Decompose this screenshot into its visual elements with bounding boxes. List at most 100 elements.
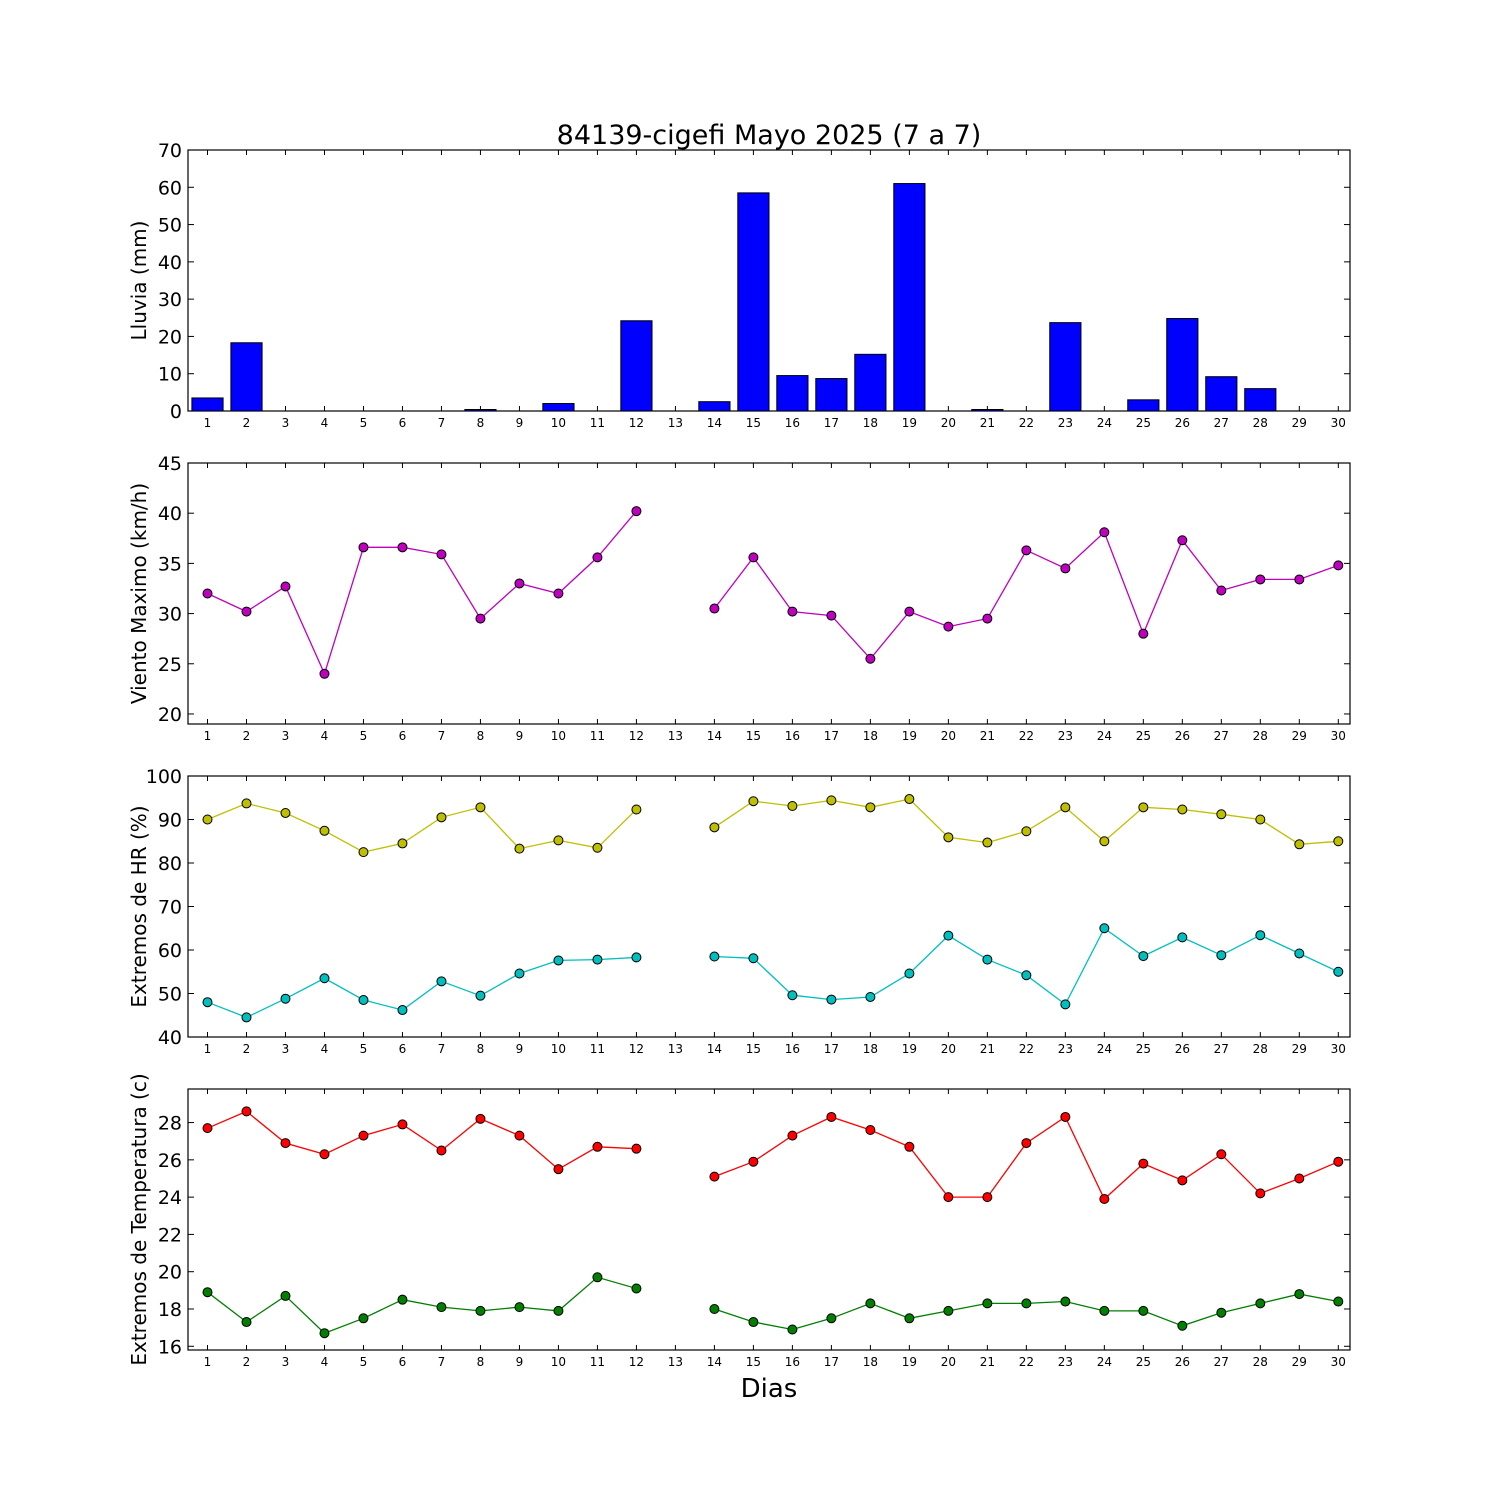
data-point [1099,1193,1110,1204]
y-tick-label: 16 [158,1336,182,1358]
x-axis-label: Dias [741,1374,798,1404]
data-point [904,1313,915,1324]
x-tick-label: 23 [1058,1355,1073,1369]
x-tick-label: 29 [1292,729,1307,743]
data-point [1177,535,1188,546]
x-tick-label: 14 [707,1042,722,1056]
y-tick-label: 60 [158,177,182,199]
x-tick-label: 12 [629,416,644,430]
y-tick-label: 20 [158,704,182,726]
data-point [826,994,837,1005]
x-tick-label: 17 [824,729,839,743]
bar [854,353,887,412]
x-tick-label: 11 [590,1355,605,1369]
plot-frame [187,1088,1351,1351]
data-point [397,1119,408,1130]
data-point [358,995,369,1006]
x-tick-label: 24 [1097,729,1112,743]
data-point [280,1138,291,1149]
x-tick-label: 23 [1058,729,1073,743]
data-point [319,1149,330,1160]
data-point [865,1125,876,1136]
x-tick-label: 8 [477,729,485,743]
data-point [514,1302,525,1313]
series-line [207,510,637,676]
data-point [943,832,954,843]
data-point [787,1130,798,1141]
data-point [943,1305,954,1316]
x-tick-label: 21 [980,416,995,430]
x-tick-label: 16 [785,1355,800,1369]
x-tick-label: 27 [1214,729,1229,743]
data-point [709,603,720,614]
x-tick-label: 15 [746,729,761,743]
x-tick-label: 2 [243,729,251,743]
x-tick-label: 28 [1253,416,1268,430]
x-tick-label: 19 [902,416,917,430]
x-tick-label: 8 [477,1042,485,1056]
data-point [904,968,915,979]
data-point [826,1313,837,1324]
data-point [592,552,603,563]
bar [191,397,224,412]
x-tick-label: 9 [516,729,524,743]
x-tick-label: 25 [1136,1042,1151,1056]
data-point [436,1302,447,1313]
data-point [865,1298,876,1309]
data-point [319,1328,330,1339]
x-tick-label: 13 [668,1355,683,1369]
x-tick-label: 25 [1136,1355,1151,1369]
data-point [631,506,642,517]
bar [464,409,497,412]
x-tick-label: 16 [785,1042,800,1056]
x-tick-label: 27 [1214,1042,1229,1056]
x-tick-label: 27 [1214,1355,1229,1369]
data-point [436,1145,447,1156]
x-tick-label: 20 [941,416,956,430]
data-point [514,578,525,589]
bar [893,183,926,412]
x-tick-label: 25 [1136,416,1151,430]
data-point [1099,836,1110,847]
data-point [982,954,993,965]
y-tick-label: 40 [158,503,182,525]
y-tick-label: 100 [146,766,182,788]
data-point [436,976,447,987]
x-tick-label: 15 [746,416,761,430]
data-point [280,1290,291,1301]
y-tick-label: 50 [158,984,182,1006]
x-tick-label: 4 [321,416,329,430]
x-tick-label: 2 [243,416,251,430]
data-point [826,1111,837,1122]
y-tick-label: 26 [158,1150,182,1172]
data-point [1138,802,1149,813]
data-point [1255,1298,1266,1309]
data-point [1021,1138,1032,1149]
data-point [1177,1320,1188,1331]
x-tick-label: 14 [707,1355,722,1369]
data-point [280,581,291,592]
x-tick-label: 22 [1019,1355,1034,1369]
y-tick-label: 24 [158,1187,182,1209]
data-point [1255,1188,1266,1199]
data-point [592,842,603,853]
data-point [1294,948,1305,959]
bar [1166,318,1199,412]
y-tick-label: 70 [158,140,182,162]
data-point [1060,999,1071,1010]
bar [1205,376,1238,412]
x-tick-label: 19 [902,1042,917,1056]
x-tick-label: 10 [551,1355,566,1369]
x-tick-label: 15 [746,1042,761,1056]
data-point [202,1123,213,1134]
x-tick-label: 21 [980,1042,995,1056]
x-tick-label: 1 [204,1042,212,1056]
x-tick-label: 3 [282,416,290,430]
data-point [982,1192,993,1203]
chart-title: 84139-cigefi Mayo 2025 (7 a 7) [557,120,982,151]
bar [542,403,575,412]
data-point [319,973,330,984]
data-point [358,542,369,553]
data-point [1021,1298,1032,1309]
data-point [748,1317,759,1328]
